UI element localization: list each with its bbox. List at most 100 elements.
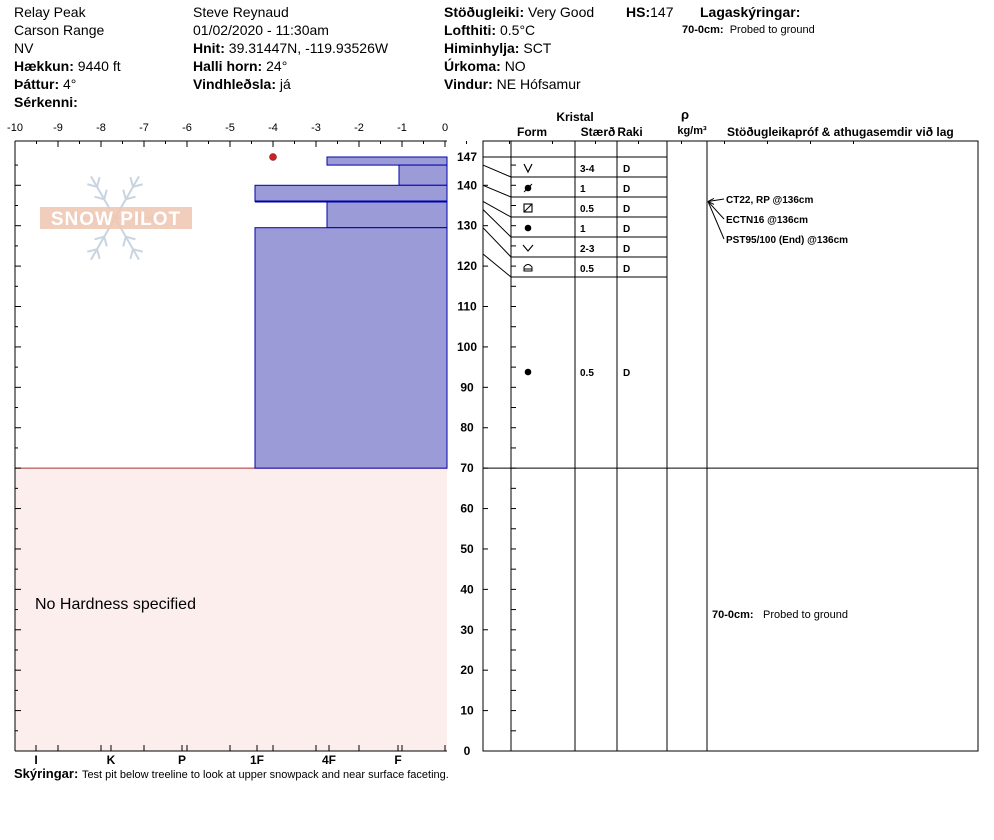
stability-test-leader — [707, 198, 725, 202]
table-frame — [482, 140, 979, 752]
rounding-facet-slash — [523, 183, 533, 193]
precip-label: Úrkoma: — [444, 58, 501, 74]
height-tick-label: 60 — [460, 502, 474, 516]
form-header: Form — [517, 125, 547, 139]
temp-tick-label: -8 — [96, 122, 106, 134]
logo-text: SNOW PILOT — [51, 209, 181, 230]
aspect-value: 4° — [63, 76, 77, 92]
snowflake-branch — [96, 248, 101, 260]
snowflake-branch — [129, 176, 134, 188]
stability-arrow-icon — [707, 198, 715, 205]
slope-row: Halli horn: 24° — [193, 59, 287, 73]
wind-loading-value: já — [279, 76, 291, 92]
height-tick-label: 140 — [457, 178, 477, 192]
stability-label: Stöðugleiki: — [444, 4, 525, 20]
crystal-moisture: D — [623, 368, 630, 379]
hardness-layer-bar — [398, 164, 448, 186]
hardness-tick-label: 1F — [250, 753, 264, 767]
depth-hoar-icon — [523, 163, 533, 174]
crystal-size: 0.5 — [580, 264, 594, 275]
stability-row: Stöðugleiki: Very Good — [444, 5, 594, 19]
hardness-layer-bar — [254, 184, 448, 202]
height-tick-label: 10 — [460, 704, 474, 718]
state-name: NV — [14, 40, 34, 56]
stability-value: Very Good — [528, 4, 595, 20]
temp-tick-label: -2 — [354, 122, 364, 134]
snowflake-branch — [87, 183, 98, 188]
crystal-moisture: D — [623, 224, 630, 235]
density-unit-header: kg/m³ — [677, 125, 707, 137]
observer-name: Steve Reynaud — [193, 4, 289, 20]
temp-tick-label: -3 — [311, 122, 321, 134]
coords-row: Hnit: 39.31447N, -119.93526W — [193, 41, 388, 55]
crystal-size: 0.5 — [580, 204, 594, 215]
temp-tick-label: -10 — [7, 122, 23, 134]
height-tick-label: 20 — [460, 663, 474, 677]
faceted-rounded-slash — [523, 203, 533, 213]
crystal-moisture: D — [623, 164, 630, 175]
snowflake-branch — [132, 183, 143, 188]
crystal-size: 1 — [580, 184, 586, 195]
aspect-row: Þáttur: 4° — [14, 77, 76, 91]
precip-value: NO — [504, 58, 526, 74]
crystal-moisture: D — [623, 264, 630, 275]
layer-note-range: 70-0cm: — [682, 24, 724, 36]
layer-connector — [482, 209, 512, 238]
layer-connector — [482, 227, 512, 258]
hardness-layer-bar — [326, 156, 448, 166]
temp-tick-label: -1 — [397, 122, 407, 134]
crystal-size: 3-4 — [580, 164, 595, 175]
coords-label: Hnit: — [193, 40, 225, 56]
stability-test-leader — [707, 201, 725, 220]
rounded-grain-icon — [524, 368, 532, 376]
snowflake-branch — [125, 235, 136, 241]
height-tick-label: 110 — [457, 300, 477, 314]
coords-value: 39.31447N, -119.93526W — [228, 40, 389, 56]
hs-label: HS: — [626, 4, 651, 20]
layer-notes-label: Lagaskýringar: — [700, 4, 801, 20]
footer-notes: Skýringar: Test pit below treeline to lo… — [14, 767, 449, 781]
air-temp-value: 0.5°C — [499, 22, 536, 38]
temp-tick-label: -4 — [268, 122, 278, 134]
stability-test-label: PST95/100 (End) @136cm — [726, 235, 848, 246]
precip-row: Úrkoma: NO — [444, 59, 526, 73]
hardness-tick-label: 4F — [322, 753, 336, 767]
temp-tick-label: -7 — [139, 122, 149, 134]
slope-value: 24° — [266, 58, 288, 74]
snowflake-branch — [122, 236, 127, 247]
height-tick-label: 50 — [460, 542, 474, 556]
wind-loading-row: Vindhleðsla: já — [193, 77, 291, 91]
slope-label: Halli horn: — [193, 58, 263, 74]
height-tick-label: 0 — [464, 744, 471, 758]
temp-tick-label: -9 — [53, 122, 63, 134]
hardness-layer-bar — [326, 200, 448, 229]
snowflake-branch — [122, 189, 127, 200]
snowflake-branch — [125, 195, 136, 201]
temp-tick-label: -6 — [182, 122, 192, 134]
moisture-header: Raki — [617, 125, 642, 139]
height-tick-label: 30 — [460, 623, 474, 637]
height-tick-label: 120 — [457, 259, 477, 273]
hs-row: HS:147 — [626, 5, 673, 19]
wind-loading-label: Vindhleðsla: — [193, 76, 276, 92]
layer-connector — [482, 164, 512, 178]
temp-tick-label: -5 — [225, 122, 235, 134]
height-tick-label: 130 — [457, 219, 477, 233]
layer-table: Kristal Form Stærð Raki ρ kg/m³ Stöðugleikapró… — [482, 107, 979, 752]
range-name: Carson Range — [14, 22, 105, 38]
size-header: Stærð — [581, 125, 616, 139]
no-hardness-region — [15, 468, 447, 751]
height-tick-label: 40 — [460, 582, 474, 596]
sky-row: Himinhylja: SCT — [444, 41, 551, 55]
surface-hoar-icon — [522, 244, 534, 252]
specifics-label: Sérkenni: — [14, 94, 78, 110]
logo-banner — [40, 207, 192, 229]
cup-crystal-icon — [523, 264, 533, 272]
no-hardness-text: No Hardness specified — [35, 596, 196, 613]
lower-comment-text: Probed to ground — [763, 609, 848, 621]
layer-connector — [482, 201, 512, 218]
height-tick-label: 100 — [457, 340, 477, 354]
layer-connector — [482, 253, 512, 278]
snowflake-branch — [103, 189, 108, 200]
